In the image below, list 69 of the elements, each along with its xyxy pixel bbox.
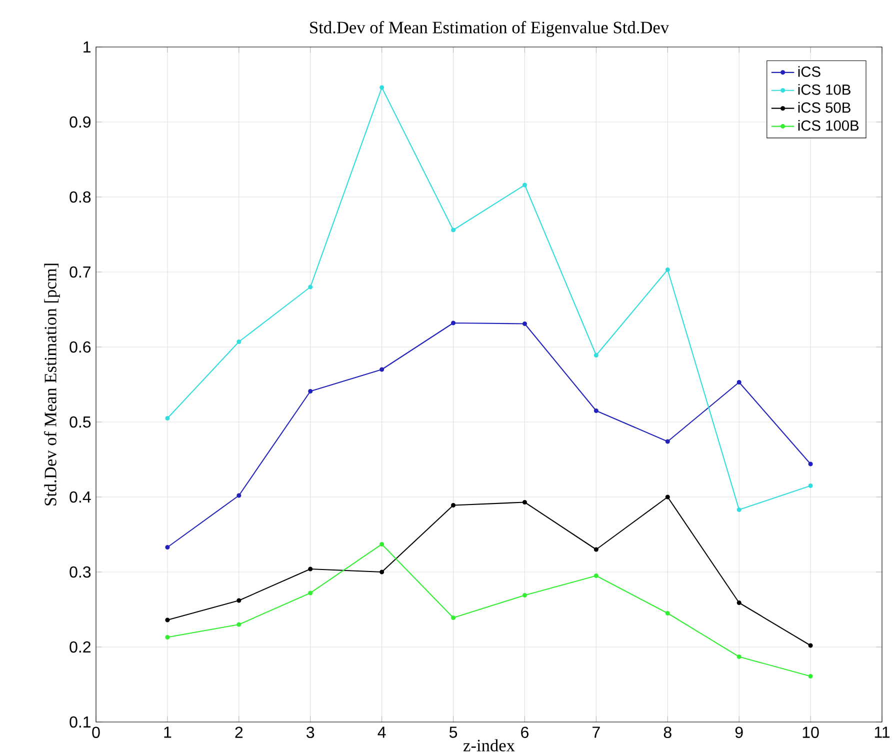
point — [451, 503, 456, 508]
point — [380, 367, 384, 372]
point — [736, 380, 742, 385]
point — [451, 320, 456, 326]
x-tick-label: 4 — [378, 726, 386, 738]
point — [380, 85, 384, 90]
chart-title: Std.Dev of Mean Estimation of Eigenvalue Std.Dev — [310, 21, 670, 38]
legend-label: iCS 50B — [798, 102, 850, 113]
point — [736, 654, 742, 660]
point — [165, 618, 170, 622]
x-tick-label: 8 — [664, 726, 672, 738]
y-tick-label: 0.8 — [70, 191, 91, 203]
x-tick-label: 2 — [235, 726, 243, 738]
y-axis-title: Std.Dev of Mean Estimation [pcm] — [44, 264, 60, 506]
point — [308, 590, 313, 596]
point — [808, 462, 813, 466]
point — [308, 566, 313, 572]
point — [236, 598, 242, 603]
y-tick-label: 0.9 — [70, 116, 91, 128]
point — [665, 611, 670, 616]
point — [522, 322, 527, 326]
point — [451, 616, 456, 620]
point — [165, 416, 170, 421]
point — [665, 439, 670, 444]
y-tick-label: 0.3 — [70, 566, 91, 578]
point — [522, 182, 527, 188]
point — [665, 268, 670, 272]
point — [522, 593, 527, 598]
point — [236, 622, 242, 627]
point — [236, 340, 242, 344]
x-tick-label: 3 — [306, 726, 314, 738]
point — [594, 353, 598, 358]
x-tick-label: 11 — [874, 726, 890, 738]
y-tick-label: 0.5 — [70, 416, 91, 428]
point — [736, 508, 742, 512]
y-tick-label: 0.4 — [70, 491, 91, 503]
point — [165, 635, 170, 640]
point — [808, 484, 813, 488]
y-tick-label: 1 — [84, 42, 91, 53]
point — [451, 228, 456, 232]
point — [808, 643, 813, 648]
point — [308, 284, 313, 290]
point — [380, 570, 384, 574]
legend-label: iCS 10B — [798, 84, 850, 95]
point — [236, 493, 242, 498]
point — [665, 494, 670, 500]
point — [380, 542, 384, 547]
x-tick-label: 7 — [592, 726, 600, 738]
legend-label: iCS 100B — [798, 120, 859, 131]
legend-label: iCS — [798, 66, 820, 77]
y-tick-label: 0.7 — [70, 266, 90, 278]
x-tick-label: 6 — [521, 726, 528, 738]
point — [594, 574, 598, 578]
point — [165, 545, 170, 550]
y-tick-label: 0.2 — [70, 641, 90, 653]
point — [736, 600, 742, 606]
x-tick-label: 5 — [449, 726, 458, 738]
point — [522, 500, 527, 505]
y-tick-label: 0.1 — [70, 716, 91, 728]
point — [308, 389, 313, 394]
y-tick-label: 0.6 — [70, 341, 91, 353]
x-tick-label: 1 — [164, 726, 172, 738]
point — [594, 547, 598, 552]
x-axis-title: z-index — [463, 739, 515, 752]
x-tick-label: 0 — [92, 726, 100, 738]
x-tick-label: 9 — [735, 726, 743, 738]
x-tick-label: 10 — [802, 726, 819, 738]
point — [808, 674, 813, 679]
point — [594, 408, 598, 414]
